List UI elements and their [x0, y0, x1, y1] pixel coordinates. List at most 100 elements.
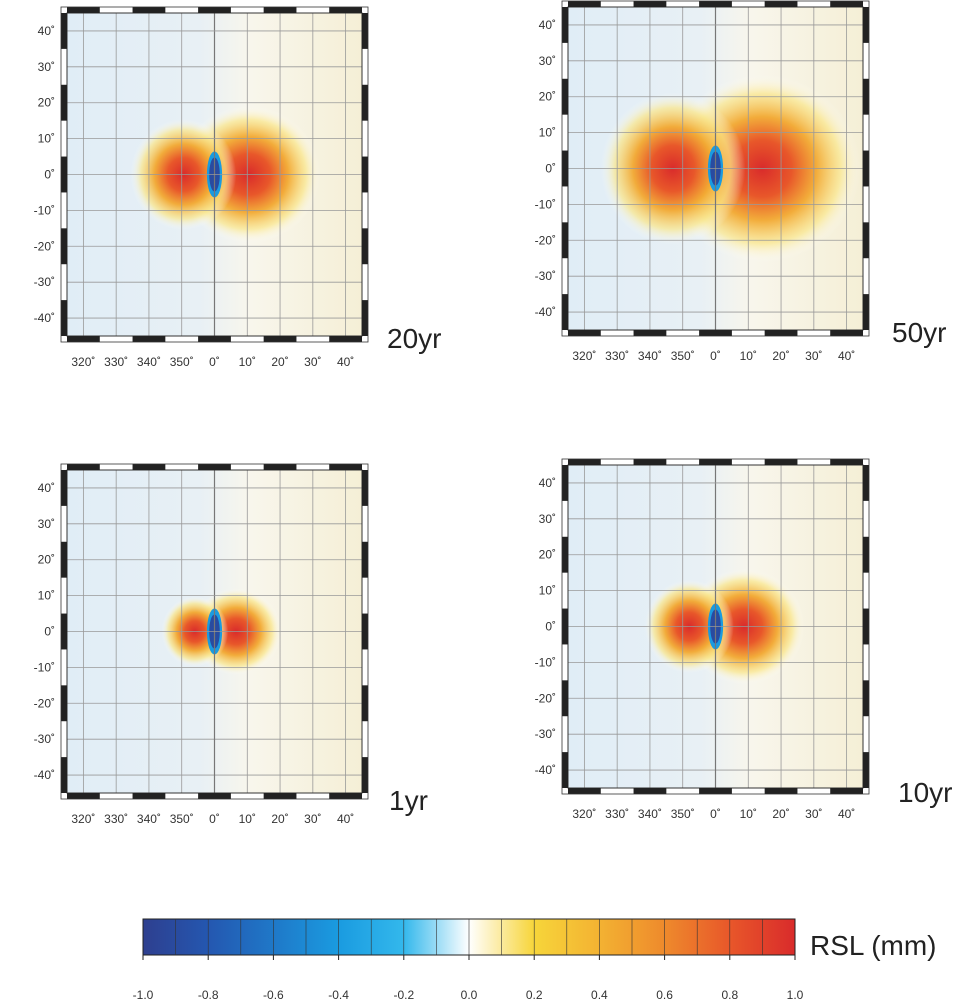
- x-tick-label: 340˚: [137, 812, 161, 826]
- colorbar-tick-label: 0.6: [656, 988, 673, 1002]
- x-tick-label: 340˚: [638, 349, 662, 363]
- graticule: [67, 470, 362, 793]
- x-tick-label: 320˚: [572, 349, 596, 363]
- panel-20yr: 320˚ 330˚ 340˚ 350˚ 0˚ 10˚ 20˚ 30˚ 40˚ 40˚ 30˚ 20˚ 1…: [34, 6, 441, 369]
- time-label: 1yr: [389, 785, 428, 816]
- y-tick-label: 40˚: [38, 24, 55, 38]
- axis-tick-labels: 320˚ 330˚ 340˚ 350˚ 0˚ 10˚ 20˚ 30˚ 40˚ 40˚ 30˚ 20˚ 1…: [535, 18, 856, 363]
- y-tick-label: -40˚: [535, 305, 556, 319]
- y-tick-label: -40˚: [535, 763, 556, 777]
- y-tick-label: 0˚: [44, 168, 55, 182]
- x-tick-label: 0˚: [710, 807, 721, 821]
- axis-tick-labels: 320˚ 330˚ 340˚ 350˚ 0˚ 10˚ 20˚ 30˚ 40˚ 40˚ 30˚ 20˚ 1…: [34, 481, 355, 826]
- x-tick-label: 10˚: [740, 807, 757, 821]
- y-tick-label: 10˚: [38, 132, 55, 146]
- y-tick-label: 20˚: [38, 553, 55, 567]
- colorbar-tick-label: 0.4: [591, 988, 608, 1002]
- map-plot-area: 320˚ 330˚ 340˚ 350˚ 0˚ 10˚ 20˚ 30˚ 40˚ 40˚ 30˚ 20˚ 1…: [34, 6, 369, 369]
- colorbar-tick-label: 0.2: [526, 988, 543, 1002]
- colorbar: -1.0 -0.8 -0.6 -0.4 -0.2 0.0 0.2 0.4 0.6 0.8 1.0 R…: [133, 918, 937, 1002]
- y-tick-label: 20˚: [539, 548, 556, 562]
- time-label: 20yr: [387, 323, 441, 354]
- y-tick-label: 10˚: [539, 584, 556, 598]
- y-tick-label: -30˚: [34, 275, 55, 289]
- x-tick-label: 340˚: [137, 355, 161, 369]
- x-tick-label: 330˚: [104, 355, 128, 369]
- x-tick-label: 330˚: [605, 807, 629, 821]
- time-label: 50yr: [892, 317, 946, 348]
- y-tick-label: 20˚: [38, 96, 55, 110]
- colorbar-tick-label: -0.4: [328, 988, 349, 1002]
- x-tick-label: 350˚: [170, 812, 194, 826]
- x-tick-label: 10˚: [239, 812, 256, 826]
- x-tick-label: 20˚: [772, 807, 789, 821]
- colorbar-tick-label: -0.6: [263, 988, 284, 1002]
- x-tick-label: 30˚: [805, 807, 822, 821]
- panel-1yr: 320˚ 330˚ 340˚ 350˚ 0˚ 10˚ 20˚ 30˚ 40˚ 40˚ 30˚ 20˚ 1…: [34, 463, 428, 826]
- graticule: [568, 7, 863, 330]
- x-tick-label: 30˚: [304, 355, 321, 369]
- panel-50yr: 320˚ 330˚ 340˚ 350˚ 0˚ 10˚ 20˚ 30˚ 40˚ 40˚ 30˚ 20˚ 1…: [535, 0, 946, 363]
- y-tick-label: -20˚: [34, 696, 55, 710]
- map-frame: [561, 0, 870, 337]
- graticule: [67, 13, 362, 336]
- x-tick-label: 0˚: [710, 349, 721, 363]
- x-tick-label: 20˚: [271, 355, 288, 369]
- x-tick-label: 10˚: [740, 349, 757, 363]
- y-tick-label: -10˚: [34, 203, 55, 217]
- y-tick-label: -30˚: [535, 269, 556, 283]
- colorbar-ticks: -1.0 -0.8 -0.6 -0.4 -0.2 0.0 0.2 0.4 0.6 0.8 1.0: [133, 955, 804, 1002]
- y-tick-label: -20˚: [34, 239, 55, 253]
- map-plot-area: 320˚ 330˚ 340˚ 350˚ 0˚ 10˚ 20˚ 30˚ 40˚ 40˚ 30˚ 20˚ 1…: [535, 0, 870, 363]
- y-tick-label: 40˚: [539, 18, 556, 32]
- colorbar-tick-label: -0.2: [393, 988, 414, 1002]
- colorbar-tick-label: 0.8: [721, 988, 738, 1002]
- y-tick-label: -40˚: [34, 311, 55, 325]
- colorbar-tick-label: -1.0: [133, 988, 154, 1002]
- x-tick-label: 0˚: [209, 355, 220, 369]
- colorbar-gradient: [142, 918, 796, 956]
- y-tick-label: -10˚: [535, 655, 556, 669]
- graticule: [568, 465, 863, 788]
- y-tick-label: 10˚: [539, 126, 556, 140]
- x-tick-label: 40˚: [337, 812, 354, 826]
- y-tick-label: 0˚: [545, 620, 556, 634]
- y-tick-label: -30˚: [34, 732, 55, 746]
- y-tick-label: 30˚: [539, 512, 556, 526]
- y-tick-label: 30˚: [38, 60, 55, 74]
- x-tick-label: 30˚: [805, 349, 822, 363]
- y-tick-label: 40˚: [539, 476, 556, 490]
- panel-10yr: 320˚ 330˚ 340˚ 350˚ 0˚ 10˚ 20˚ 30˚ 40˚ 40˚ 30˚ 20˚ 1…: [535, 458, 952, 821]
- x-tick-label: 40˚: [838, 807, 855, 821]
- map-frame: [60, 6, 369, 343]
- x-tick-label: 20˚: [772, 349, 789, 363]
- x-tick-label: 0˚: [209, 812, 220, 826]
- time-label: 10yr: [898, 777, 952, 808]
- x-tick-label: 350˚: [671, 807, 695, 821]
- y-tick-label: -10˚: [535, 197, 556, 211]
- y-tick-label: -10˚: [34, 660, 55, 674]
- y-tick-label: 20˚: [539, 90, 556, 104]
- x-tick-label: 320˚: [71, 812, 95, 826]
- y-tick-label: -30˚: [535, 727, 556, 741]
- y-tick-label: 10˚: [38, 589, 55, 603]
- x-tick-label: 340˚: [638, 807, 662, 821]
- axis-tick-labels: 320˚ 330˚ 340˚ 350˚ 0˚ 10˚ 20˚ 30˚ 40˚ 40˚ 30˚ 20˚ 1…: [535, 476, 856, 821]
- map-frame: [60, 463, 369, 800]
- colorbar-label: RSL (mm): [810, 930, 937, 961]
- y-tick-label: 0˚: [44, 625, 55, 639]
- y-tick-label: -40˚: [34, 768, 55, 782]
- x-tick-label: 10˚: [239, 355, 256, 369]
- y-tick-label: 30˚: [38, 517, 55, 531]
- x-tick-label: 20˚: [271, 812, 288, 826]
- x-tick-label: 320˚: [71, 355, 95, 369]
- map-plot-area: 320˚ 330˚ 340˚ 350˚ 0˚ 10˚ 20˚ 30˚ 40˚ 40˚ 30˚ 20˚ 1…: [34, 463, 369, 826]
- y-tick-label: -20˚: [535, 691, 556, 705]
- y-tick-label: 30˚: [539, 54, 556, 68]
- x-tick-label: 330˚: [605, 349, 629, 363]
- x-tick-label: 40˚: [337, 355, 354, 369]
- map-frame: [561, 458, 870, 795]
- x-tick-label: 320˚: [572, 807, 596, 821]
- colorbar-tick-label: -0.8: [198, 988, 219, 1002]
- y-tick-label: 0˚: [545, 162, 556, 176]
